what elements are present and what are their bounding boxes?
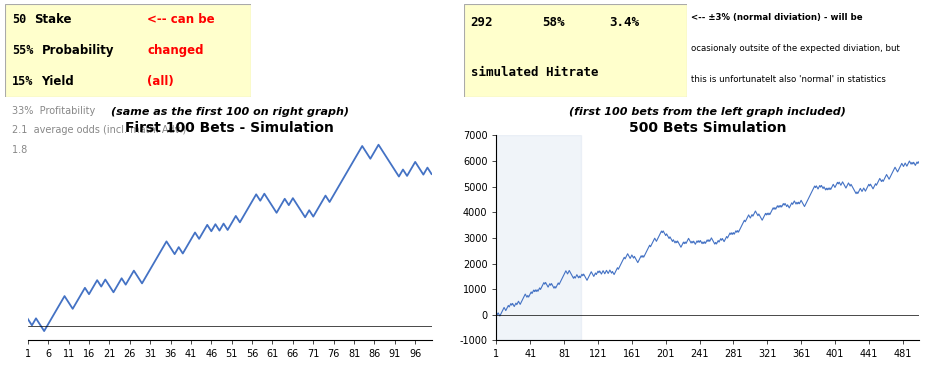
Text: <-- ±3% (normal diviation) - will be: <-- ±3% (normal diviation) - will be (691, 13, 862, 22)
Text: 2.1  average odds (incl. math. Adv.): 2.1 average odds (incl. math. Adv.) (12, 125, 186, 135)
Text: this is unfortunatelt also 'normal' in statistics: this is unfortunatelt also 'normal' in s… (691, 75, 885, 85)
Title: 500 Bets Simulation: 500 Bets Simulation (629, 122, 785, 135)
Text: Stake: Stake (34, 13, 71, 26)
Text: Yield: Yield (42, 75, 74, 88)
Title: First 100 Bets - Simulation: First 100 Bets - Simulation (125, 122, 334, 135)
Text: (first 100 bets from the left graph included): (first 100 bets from the left graph incl… (568, 107, 845, 117)
Text: 50: 50 (12, 13, 26, 26)
Text: ocasionaly outsite of the expected diviation, but: ocasionaly outsite of the expected divia… (691, 44, 899, 53)
Text: 55%: 55% (12, 44, 33, 57)
Text: 15%: 15% (12, 75, 33, 88)
Text: Probability: Probability (42, 44, 114, 57)
Text: simulated Hitrate: simulated Hitrate (470, 66, 598, 79)
Bar (496, 135, 580, 340)
Text: (same as the first 100 on right graph): (same as the first 100 on right graph) (110, 107, 349, 117)
FancyBboxPatch shape (464, 4, 686, 97)
FancyBboxPatch shape (5, 4, 250, 97)
Text: changed: changed (147, 44, 204, 57)
Text: 58%: 58% (541, 16, 564, 29)
Text: 292: 292 (470, 16, 492, 29)
Text: 33%  Profitability: 33% Profitability (12, 105, 95, 116)
Text: (all): (all) (147, 75, 174, 88)
Text: <-- can be: <-- can be (147, 13, 215, 26)
Text: 1.8  'fair' odds: 1.8 'fair' odds (12, 145, 81, 154)
Text: 3.4%: 3.4% (608, 16, 638, 29)
